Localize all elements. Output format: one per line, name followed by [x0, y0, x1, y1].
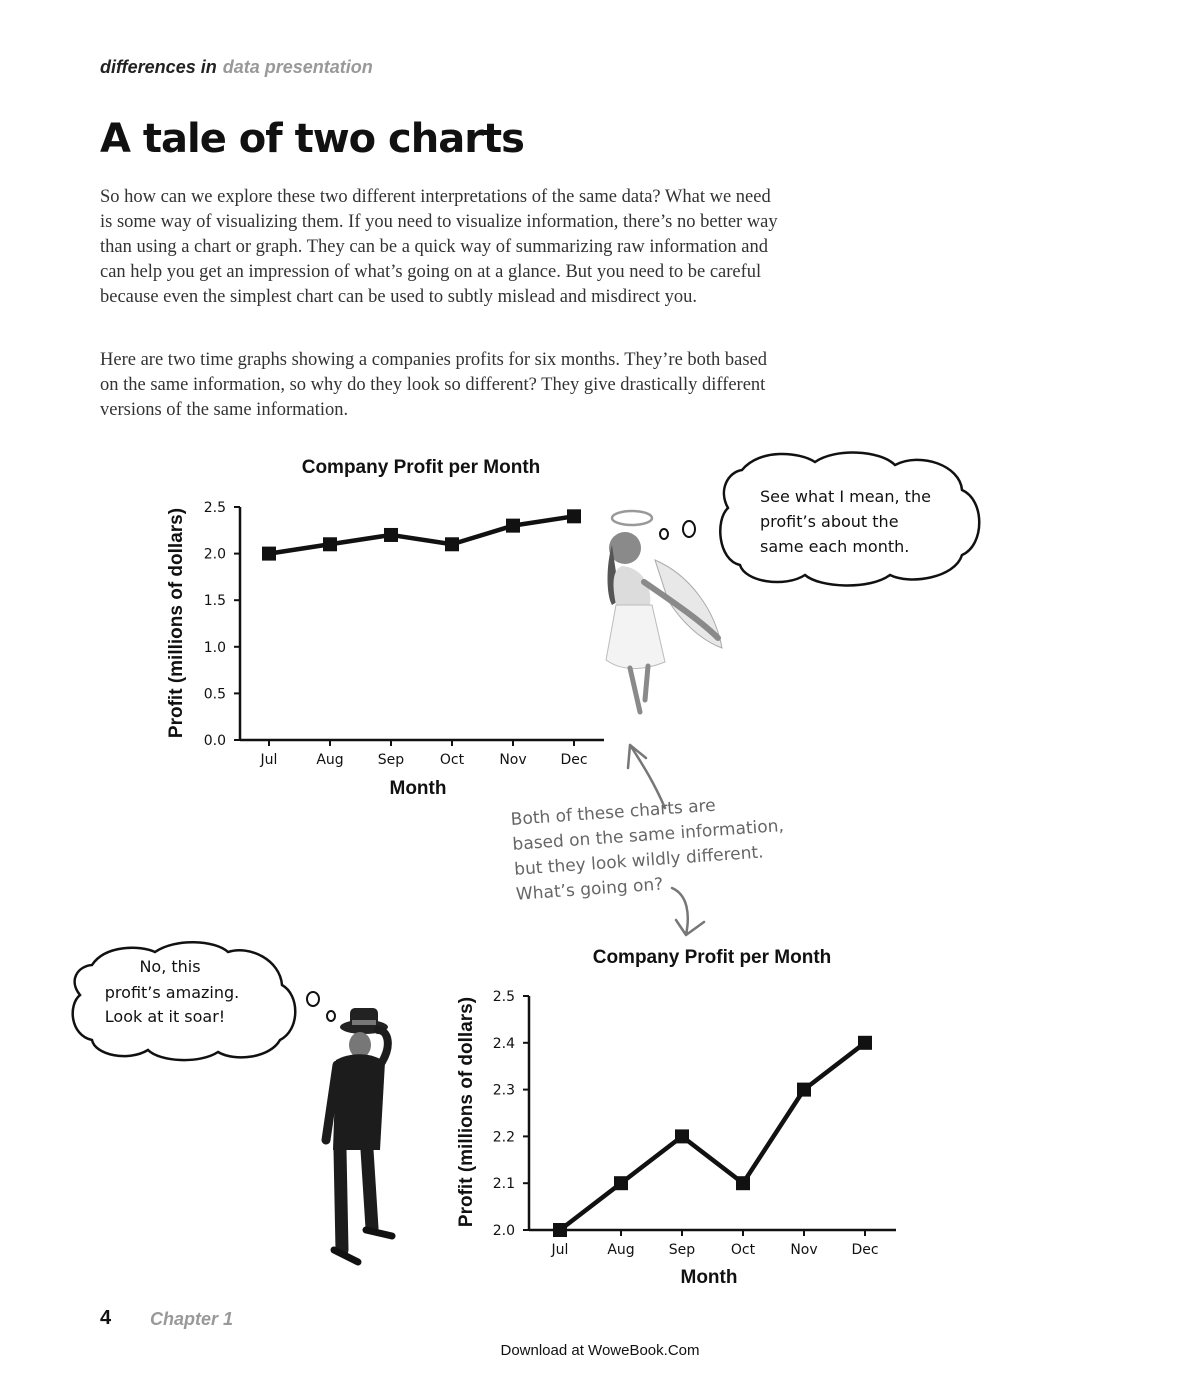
x-tick-label: Jul	[260, 752, 278, 768]
running-head-topic: data presentation	[222, 57, 373, 77]
y-tick-label: 1.0	[204, 640, 226, 656]
chart-1-x-label: Month	[390, 778, 447, 799]
page-number: 4	[100, 1307, 112, 1329]
gangster-bubble-line-3: Look at it soar!	[105, 1007, 225, 1026]
angel-thought-bubble: See what I mean, the profit’s about the …	[659, 451, 981, 587]
y-tick-label: 2.0	[493, 1223, 515, 1239]
gangster-bubble-line-1: No, this	[139, 957, 200, 976]
data-point	[262, 546, 276, 561]
charts-paragraph: Here are two time graphs showing a compa…	[100, 350, 768, 420]
y-tick-label: 2.5	[493, 989, 515, 1005]
chart-1-y-label: Profit (millions of dollars)	[166, 508, 187, 738]
angel-bubble-line-1: See what I mean, the	[760, 487, 931, 506]
y-tick-label: 2.2	[493, 1129, 515, 1145]
thought-dot-large	[306, 991, 320, 1007]
data-point	[614, 1176, 628, 1191]
chart-2-title: Company Profit per Month	[593, 947, 832, 968]
data-point	[323, 537, 337, 552]
chapter-label: Chapter 1	[150, 1309, 234, 1329]
x-tick-label: Aug	[316, 752, 343, 768]
x-tick-label: Jul	[551, 1242, 569, 1258]
chart-1-title: Company Profit per Month	[302, 457, 541, 478]
data-point	[553, 1223, 567, 1237]
running-head-lead: differences in	[100, 57, 217, 77]
y-tick-label: 0.0	[204, 733, 226, 749]
x-tick-label: Oct	[440, 752, 465, 768]
data-point	[736, 1176, 750, 1191]
angel-figure	[605, 509, 723, 715]
thought-dot-small	[326, 1010, 336, 1022]
gangster-figure	[321, 1008, 396, 1266]
gangster-bubble-line-2: profit’s amazing.	[105, 983, 239, 1002]
arrow-up-icon	[626, 743, 667, 810]
x-tick-label: Oct	[731, 1242, 756, 1258]
x-tick-label: Nov	[790, 1242, 817, 1258]
y-tick-label: 2.4	[493, 1036, 515, 1052]
running-head: differences in data presentation	[100, 57, 373, 78]
series-line	[558, 1041, 867, 1232]
y-tick-label: 0.5	[204, 686, 226, 702]
x-tick-label: Nov	[499, 752, 526, 768]
x-tick-label: Sep	[378, 752, 405, 768]
intro-paragraph: So how can we explore these two differen…	[100, 187, 778, 307]
thought-dot-small	[659, 528, 669, 540]
data-point	[506, 518, 520, 533]
thought-dot-large	[682, 520, 696, 538]
x-tick-label: Sep	[669, 1242, 696, 1258]
data-point	[567, 509, 581, 524]
gangster-thought-bubble: No, this profit’s amazing. Look at it so…	[71, 941, 336, 1062]
chart-2-x-label: Month	[681, 1267, 738, 1288]
data-point	[797, 1082, 811, 1097]
annotation-arrows	[626, 743, 706, 937]
data-point	[384, 527, 398, 542]
x-tick-label: Dec	[560, 752, 587, 768]
x-tick-label: Aug	[607, 1242, 634, 1258]
data-point	[445, 537, 459, 552]
download-note: Download at WoweBook.Com	[500, 1342, 700, 1359]
y-tick-label: 2.5	[204, 500, 226, 516]
handwritten-annotation: Both of these charts are based on the sa…	[510, 788, 796, 907]
y-tick-label: 1.5	[204, 593, 226, 609]
angel-bubble-line-2: profit’s about the	[760, 512, 899, 531]
data-point	[858, 1035, 872, 1050]
arrow-down-icon	[670, 886, 706, 937]
y-tick-label: 2.1	[493, 1176, 515, 1192]
page-title: A tale of two charts	[100, 116, 525, 162]
halo-icon	[610, 509, 654, 527]
y-tick-label: 2.3	[493, 1083, 515, 1099]
chart-2-y-label: Profit (millions of dollars)	[456, 997, 477, 1227]
y-tick-label: 2.0	[204, 547, 226, 563]
series-line	[268, 514, 575, 556]
data-point	[675, 1129, 689, 1144]
x-tick-label: Dec	[851, 1242, 878, 1258]
angel-bubble-line-3: same each month.	[760, 537, 909, 556]
